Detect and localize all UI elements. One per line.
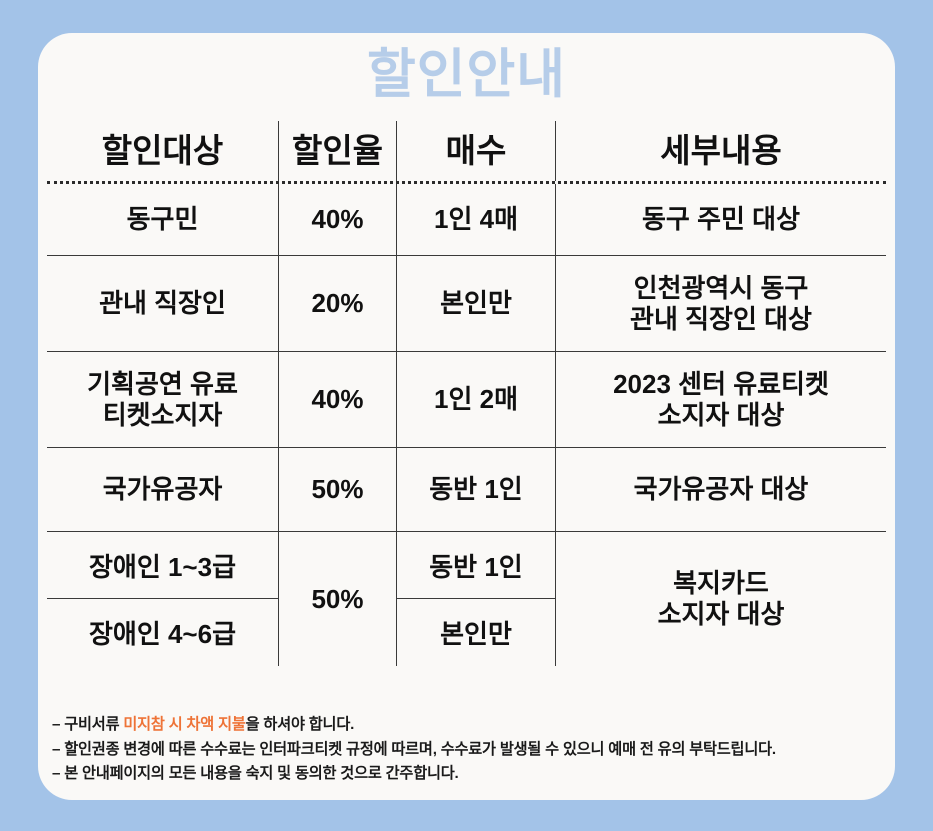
footnote-1-suffix: 을 하셔야 합니다. (245, 716, 355, 733)
footnote-line-3: – 본 안내페이지의 모든 내용을 숙지 및 동의한 것으로 간주합니다. (52, 765, 459, 783)
cell-count: 동반 1인 (397, 448, 556, 531)
table-row: 관내 직장인 20% 본인만 인천광역시 동구 관내 직장인 대상 (47, 256, 886, 352)
cell-target: 장애인 4~6급 (47, 599, 279, 666)
footnote-1-prefix: – 구비서류 (52, 716, 124, 733)
footnote-line-2: – 할인권종 변경에 따른 수수료는 인터파크티켓 규정에 따르며, 수수료가 … (52, 740, 776, 758)
cell-target: 동구민 (47, 184, 279, 255)
header-count: 매수 (397, 121, 556, 181)
merged-count-column: 동반 1인 본인만 (397, 532, 556, 666)
discount-table: 할인대상 할인율 매수 세부내용 동구민 40% 1인 4매 동구 주민 대상 … (47, 121, 886, 666)
footnotes: – 구비서류 미지참 시 차액 지불을 하셔야 합니다. – 할인권종 변경에 … (52, 713, 888, 787)
header-dotted-separator (47, 181, 886, 184)
page-title: 할인안내 (366, 45, 567, 104)
table-merged-group: 장애인 1~3급 장애인 4~6급 50% 동반 1인 본인만 복지카드 소지자… (47, 532, 886, 666)
header-target: 할인대상 (47, 121, 279, 181)
cell-detail: 2023 센터 유료티켓 소지자 대상 (613, 368, 829, 430)
cell-detail: 인천광역시 동구 관내 직장인 대상 (630, 272, 812, 334)
header-rate: 할인율 (279, 121, 397, 181)
cell-detail: 동구 주민 대상 (642, 204, 800, 235)
table-row: 국가유공자 50% 동반 1인 국가유공자 대상 (47, 448, 886, 532)
cell-count: 1인 2매 (397, 352, 556, 447)
cell-rate: 20% (279, 256, 397, 351)
footnote-1-highlight: 미지참 시 차액 지불 (123, 716, 246, 733)
cell-target: 관내 직장인 (47, 256, 279, 351)
notice-card: 할인안내 할인대상 할인율 매수 세부내용 동구민 40% 1인 4매 동구 주… (38, 33, 895, 800)
cell-count: 동반 1인 (397, 532, 556, 599)
cell-target: 장애인 1~3급 (47, 532, 279, 599)
table-header-row: 할인대상 할인율 매수 세부내용 (47, 121, 886, 181)
cell-count: 본인만 (397, 599, 556, 666)
footnote-line-1: – 구비서류 미지참 시 차액 지불을 하셔야 합니다. (52, 713, 888, 738)
cell-rate-merged: 50% (279, 532, 397, 666)
header-detail: 세부내용 (660, 131, 782, 169)
cell-target: 기획공연 유료 티켓소지자 (47, 352, 279, 447)
cell-rate: 50% (279, 448, 397, 531)
merged-target-column: 장애인 1~3급 장애인 4~6급 (47, 532, 279, 666)
table-row: 기획공연 유료 티켓소지자 40% 1인 2매 2023 센터 유료티켓 소지자… (47, 352, 886, 448)
cell-rate: 40% (279, 184, 397, 255)
cell-detail: 국가유공자 대상 (633, 474, 809, 505)
cell-rate: 40% (279, 352, 397, 447)
cell-target: 국가유공자 (47, 448, 279, 531)
cell-detail-merged: 복지카드 소지자 대상 (657, 567, 785, 629)
cell-count: 1인 4매 (397, 184, 556, 255)
cell-count: 본인만 (397, 256, 556, 351)
table-row: 동구민 40% 1인 4매 동구 주민 대상 (47, 184, 886, 256)
